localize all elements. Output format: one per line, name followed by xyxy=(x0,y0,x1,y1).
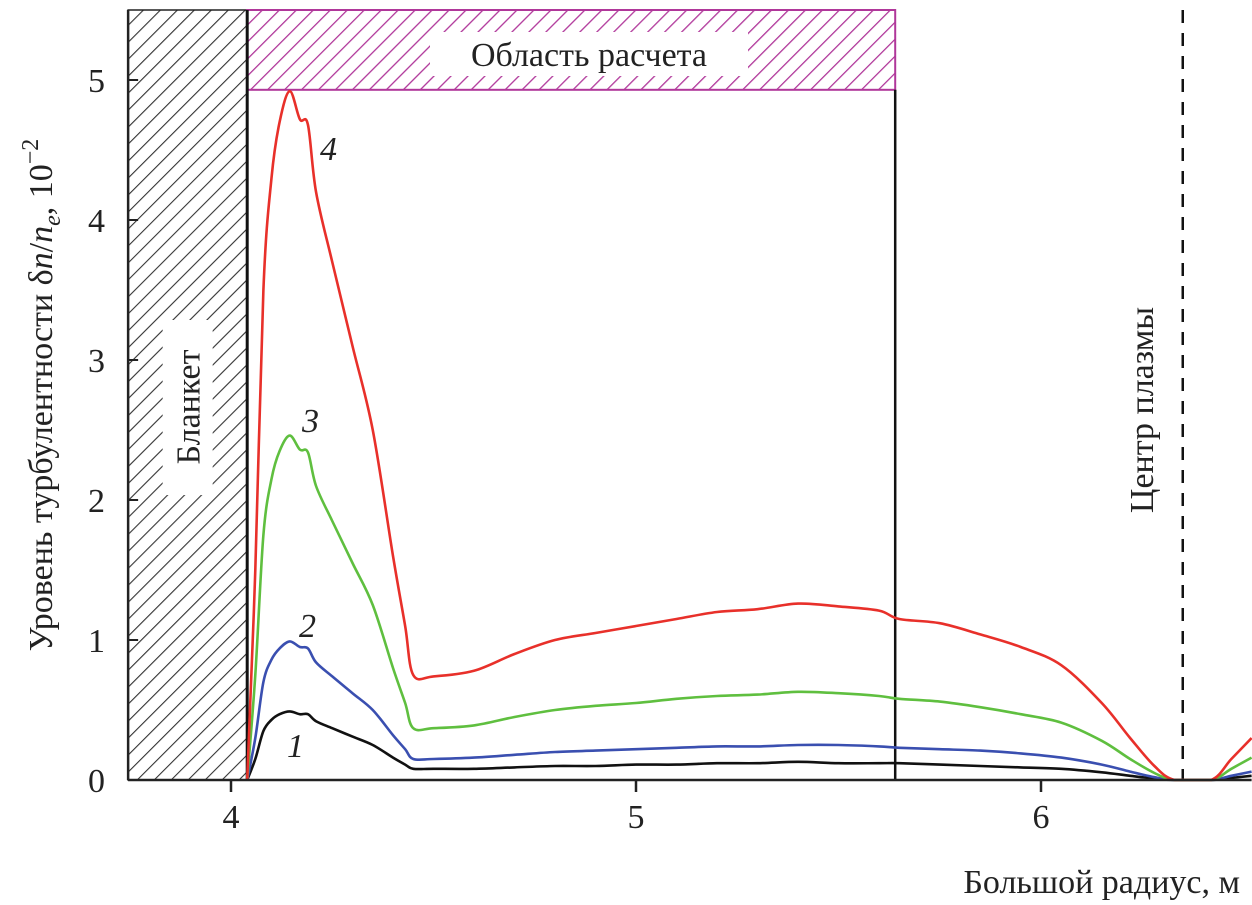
y-tick-label: 5 xyxy=(88,63,105,100)
axes: 4 5 6 0 1 2 3 4 5 xyxy=(88,10,1252,836)
curve-label-2: 2 xyxy=(299,608,316,645)
y-tick-label: 2 xyxy=(88,483,105,520)
y-tick-label: 1 xyxy=(88,623,105,660)
blanket-label: Бланкет xyxy=(171,349,208,464)
calc-area-label: Область расчета xyxy=(471,37,707,74)
y-tick-label: 3 xyxy=(88,343,105,380)
series-2-line xyxy=(245,640,1252,782)
x-axis-title: Большой радиус, м xyxy=(963,864,1240,901)
curve-label-1: 1 xyxy=(287,728,304,765)
y-axis-title: Уровень турбулентности δn/ne, 10−2 xyxy=(18,139,66,652)
curves xyxy=(245,89,1252,782)
series-3-line xyxy=(245,434,1252,782)
series-1-line xyxy=(245,710,1252,782)
series-4-line xyxy=(245,89,1252,782)
x-tick-label: 6 xyxy=(1033,799,1050,836)
curve-label-4: 4 xyxy=(320,131,337,168)
plasma-center-label: Центр плазмы xyxy=(1124,307,1161,513)
calc-area-label-background xyxy=(430,32,748,76)
y-tick-label: 4 xyxy=(88,203,105,240)
x-tick-label: 5 xyxy=(628,799,645,836)
curve-label-3: 3 xyxy=(301,403,319,440)
x-tick-label: 4 xyxy=(223,799,240,836)
blanket-label-background xyxy=(162,320,213,495)
y-tick-label: 0 xyxy=(88,763,105,800)
regions: Бланкет Область расчета Центр плазмы xyxy=(127,9,1184,781)
